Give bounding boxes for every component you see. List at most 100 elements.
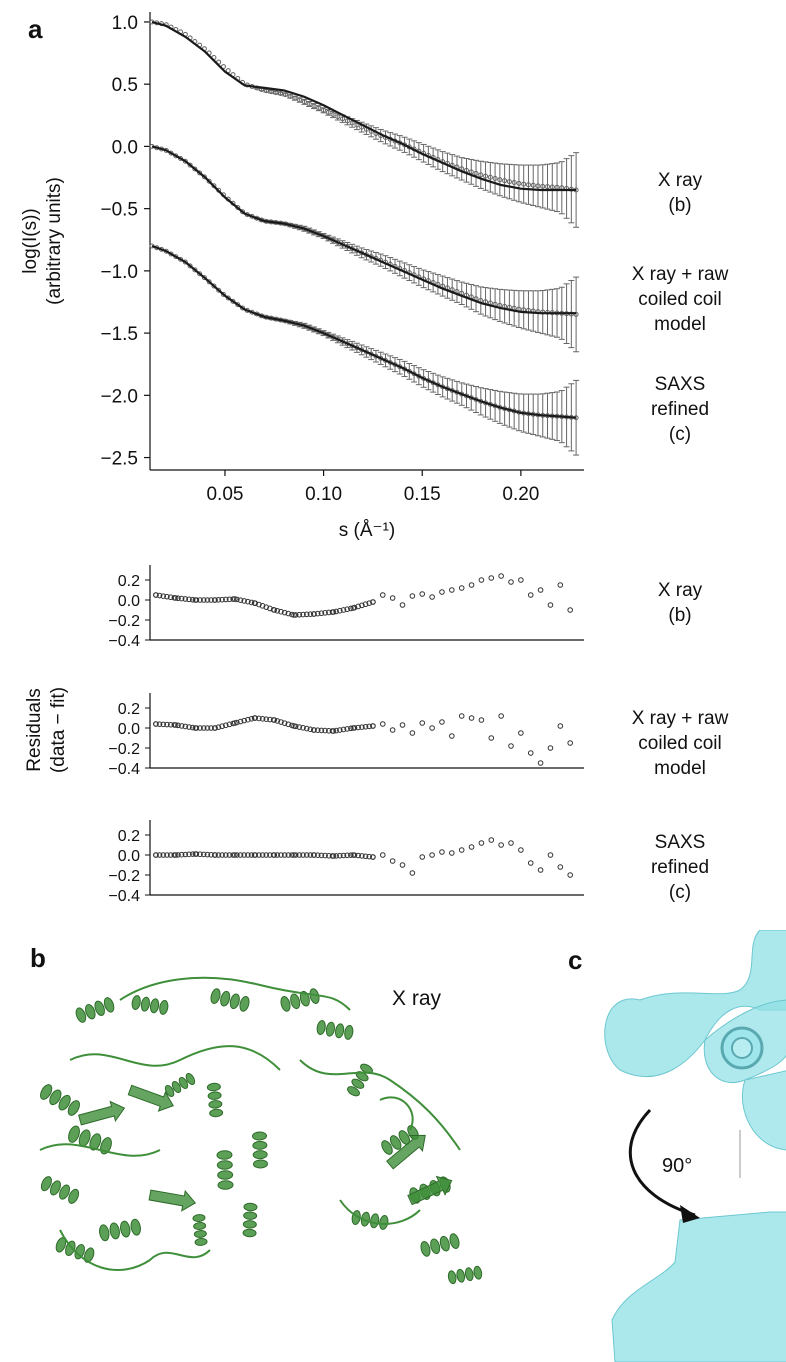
y-tick-label: 0.0 bbox=[118, 848, 140, 865]
residual-point bbox=[538, 588, 543, 593]
series-label-line: refined bbox=[600, 397, 760, 422]
residual-point bbox=[390, 859, 395, 864]
saxs-density-map bbox=[605, 930, 786, 1362]
residual-panel-2: 0.20.0−0.2−0.4 bbox=[108, 820, 584, 905]
residual-point bbox=[430, 726, 435, 731]
series-label-line: model bbox=[600, 312, 760, 337]
residual-point bbox=[410, 731, 415, 736]
x-tick-label: 0.20 bbox=[502, 484, 539, 505]
y-tick-label: 0.2 bbox=[118, 701, 140, 718]
y-tick-label: −0.4 bbox=[108, 761, 140, 778]
series-label-line: (b) bbox=[600, 193, 760, 218]
y-tick-label: 0.5 bbox=[112, 75, 138, 96]
residual-point bbox=[469, 845, 474, 850]
residual-point bbox=[459, 714, 464, 719]
series-label-line: (c) bbox=[600, 880, 760, 905]
residual-point bbox=[519, 731, 524, 736]
residual-point bbox=[558, 865, 563, 870]
beta-strand bbox=[148, 1185, 197, 1213]
series-1 bbox=[150, 144, 579, 351]
density-top-view bbox=[605, 930, 786, 1150]
series-label-line: (b) bbox=[600, 603, 760, 628]
helix-turn bbox=[217, 1160, 232, 1169]
helix-turn bbox=[464, 1267, 474, 1281]
ribbon-loop bbox=[300, 1060, 460, 1150]
residual-point bbox=[380, 722, 385, 727]
helix bbox=[131, 995, 169, 1015]
helix bbox=[38, 1083, 82, 1117]
residual-point bbox=[450, 851, 455, 856]
helix-turn bbox=[456, 1269, 466, 1283]
helix-turn bbox=[229, 993, 241, 1010]
residual-point bbox=[548, 603, 553, 608]
helix-turn bbox=[253, 1160, 267, 1168]
series-label-line: SAXS bbox=[600, 372, 760, 397]
helix-turn bbox=[253, 1150, 267, 1158]
series-2 bbox=[150, 244, 579, 455]
ribbon-loop bbox=[150, 1250, 210, 1260]
residual-point bbox=[459, 586, 464, 591]
residual-point bbox=[548, 746, 553, 751]
y-tick-label: −0.4 bbox=[108, 888, 140, 905]
helix-turn bbox=[334, 1023, 344, 1038]
residual-point bbox=[568, 741, 573, 746]
residual-point bbox=[479, 841, 484, 846]
series-label: X ray + raw coiled coil model bbox=[600, 262, 760, 337]
residual-point bbox=[489, 838, 494, 843]
helix-turn bbox=[252, 1132, 266, 1140]
helix-turn bbox=[439, 1235, 451, 1252]
residual-point bbox=[499, 843, 504, 848]
helix-turn bbox=[448, 1233, 460, 1250]
residual-point bbox=[400, 723, 405, 728]
series-label: X ray (b) bbox=[600, 578, 760, 628]
helix-turn bbox=[429, 1238, 441, 1255]
helix-turn bbox=[244, 1203, 257, 1211]
helix-turn bbox=[316, 1020, 326, 1035]
residual-point bbox=[440, 720, 445, 725]
series-label: SAXS refined (c) bbox=[600, 830, 760, 905]
residual-point bbox=[380, 593, 385, 598]
residual-point bbox=[440, 590, 445, 595]
y-tick-label: 0.0 bbox=[118, 593, 140, 610]
residual-point bbox=[489, 736, 494, 741]
helix-turn bbox=[243, 1229, 256, 1237]
residual-point bbox=[430, 595, 435, 600]
y-tick-label: 1.0 bbox=[112, 13, 138, 34]
helix bbox=[39, 1175, 80, 1205]
helix-turn bbox=[149, 998, 159, 1013]
ribbon-loop bbox=[40, 1144, 160, 1156]
fit-line bbox=[152, 246, 576, 418]
residual-point bbox=[410, 871, 415, 876]
helix-turn bbox=[98, 1224, 110, 1241]
helix bbox=[351, 1210, 389, 1230]
residual-point bbox=[479, 578, 484, 583]
residual-charts: 0.20.0−0.2−0.40.20.0−0.2−0.40.20.0−0.2−0… bbox=[24, 565, 584, 905]
residual-point bbox=[400, 863, 405, 868]
residual-point bbox=[390, 596, 395, 601]
helix-turn bbox=[119, 1220, 131, 1237]
residual-point bbox=[568, 608, 573, 613]
helix-turn bbox=[140, 997, 150, 1012]
residual-point bbox=[459, 848, 464, 853]
y-tick-label: −0.2 bbox=[108, 613, 140, 630]
x-axis-title: s (Å⁻¹) bbox=[339, 520, 395, 541]
residual-point bbox=[420, 855, 425, 860]
helix bbox=[207, 1083, 223, 1117]
residual-point bbox=[380, 853, 385, 858]
residual-point bbox=[568, 873, 573, 878]
residual-point bbox=[469, 583, 474, 588]
helix-turn bbox=[209, 988, 221, 1005]
residual-point bbox=[558, 724, 563, 729]
residual-point bbox=[558, 583, 563, 588]
protein-ribbon-structure bbox=[38, 978, 482, 1285]
ribbon-loop bbox=[380, 1097, 413, 1130]
residual-point bbox=[509, 744, 514, 749]
y-tick-label: −0.4 bbox=[108, 633, 140, 650]
residual-panel-1: 0.20.0−0.2−0.4 bbox=[108, 693, 584, 778]
helix bbox=[447, 1266, 482, 1285]
helix bbox=[243, 1203, 257, 1237]
series-label-line: coiled coil bbox=[600, 287, 760, 312]
helix-turn bbox=[253, 1141, 267, 1149]
residual-panel-0: 0.20.0−0.2−0.4 bbox=[108, 565, 584, 650]
helix bbox=[193, 1214, 208, 1246]
